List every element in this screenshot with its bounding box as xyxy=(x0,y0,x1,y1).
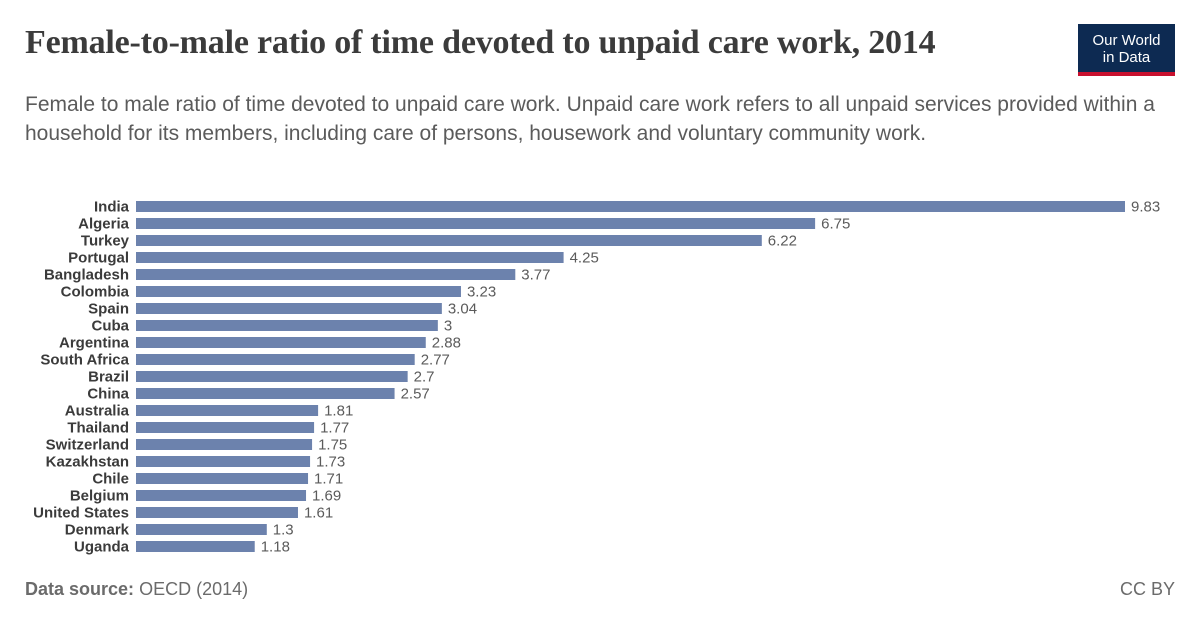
category-label-uganda: Uganda xyxy=(74,539,130,556)
value-label-denmark: 1.3 xyxy=(273,522,294,539)
bar-chart: India 9.83 Algeria 6.75 Turkey 6.22 Portugal 4.… xyxy=(33,199,1160,556)
category-label-cuba: Cuba xyxy=(92,318,130,335)
category-label-bangladesh: Bangladesh xyxy=(44,267,129,284)
bar-belgium[interactable] xyxy=(136,490,307,501)
bar-kazakhstan[interactable] xyxy=(136,456,311,467)
logo-line-2: in Data xyxy=(1102,49,1151,66)
value-label-kazakhstan: 1.73 xyxy=(316,454,345,471)
bar-uganda[interactable] xyxy=(136,541,255,552)
value-label-uganda: 1.18 xyxy=(261,539,290,556)
category-label-india: India xyxy=(94,199,130,216)
value-label-argentina: 2.88 xyxy=(432,335,461,352)
category-label-belgium: Belgium xyxy=(70,488,129,505)
bar-chile[interactable] xyxy=(136,473,309,484)
bar-spain[interactable] xyxy=(136,303,442,314)
data-source-label: Data source: xyxy=(25,579,135,599)
bar-algeria[interactable] xyxy=(136,218,816,229)
bar-colombia[interactable] xyxy=(136,286,461,297)
category-label-portugal: Portugal xyxy=(68,250,129,267)
logo-line-1: Our World xyxy=(1092,32,1161,49)
bar-thailand[interactable] xyxy=(136,422,315,433)
value-label-brazil: 2.7 xyxy=(414,369,435,386)
bar-cuba[interactable] xyxy=(136,320,438,331)
owid-logo[interactable]: Our World in Data xyxy=(1078,24,1175,76)
data-source: Data source: OECD (2014) xyxy=(25,579,248,600)
value-label-india: 9.83 xyxy=(1131,199,1160,216)
license-link[interactable]: CC BY xyxy=(1119,579,1175,599)
bar-portugal[interactable] xyxy=(136,252,564,263)
value-label-cuba: 3 xyxy=(444,318,452,335)
category-label-denmark: Denmark xyxy=(65,522,130,539)
value-label-united-states: 1.61 xyxy=(304,505,333,522)
bar-argentina[interactable] xyxy=(136,337,426,348)
category-label-brazil: Brazil xyxy=(88,369,129,386)
category-label-spain: Spain xyxy=(88,301,129,318)
category-label-argentina: Argentina xyxy=(59,335,130,352)
bar-brazil[interactable] xyxy=(136,371,408,382)
value-label-china: 2.57 xyxy=(401,386,430,403)
category-label-united-states: United States xyxy=(33,505,129,522)
value-label-chile: 1.71 xyxy=(314,471,343,488)
value-label-algeria: 6.75 xyxy=(821,216,850,233)
category-label-switzerland: Switzerland xyxy=(46,437,129,454)
value-label-switzerland: 1.75 xyxy=(318,437,347,454)
value-label-spain: 3.04 xyxy=(448,301,477,318)
bar-switzerland[interactable] xyxy=(136,439,313,450)
bar-united-states[interactable] xyxy=(136,507,298,518)
bar-australia[interactable] xyxy=(136,405,319,416)
bar-bangladesh[interactable] xyxy=(136,269,516,280)
bar-turkey[interactable] xyxy=(136,235,762,246)
bar-china[interactable] xyxy=(136,388,395,399)
category-label-algeria: Algeria xyxy=(78,216,130,233)
category-label-chile: Chile xyxy=(92,471,129,488)
value-label-belgium: 1.69 xyxy=(312,488,341,505)
category-label-south-africa: South Africa xyxy=(40,352,129,369)
data-source-value[interactable]: OECD (2014) xyxy=(139,579,249,599)
category-label-thailand: Thailand xyxy=(67,420,129,437)
category-label-colombia: Colombia xyxy=(61,284,130,301)
category-label-china: China xyxy=(87,386,129,403)
bar-india[interactable] xyxy=(136,201,1125,212)
value-label-australia: 1.81 xyxy=(324,403,353,420)
chart-subtitle: Female to male ratio of time devoted to … xyxy=(25,93,1155,145)
bar-south-africa[interactable] xyxy=(136,354,415,365)
category-label-australia: Australia xyxy=(65,403,130,420)
value-label-bangladesh: 3.77 xyxy=(521,267,550,284)
category-label-kazakhstan: Kazakhstan xyxy=(46,454,129,471)
value-label-colombia: 3.23 xyxy=(467,284,496,301)
bar-denmark[interactable] xyxy=(136,524,267,535)
value-label-portugal: 4.25 xyxy=(570,250,599,267)
chart-title: Female-to-male ratio of time devoted to … xyxy=(25,24,936,61)
value-label-south-africa: 2.77 xyxy=(421,352,450,369)
category-label-turkey: Turkey xyxy=(81,233,130,250)
value-label-thailand: 1.77 xyxy=(320,420,349,437)
value-label-turkey: 6.22 xyxy=(768,233,797,250)
